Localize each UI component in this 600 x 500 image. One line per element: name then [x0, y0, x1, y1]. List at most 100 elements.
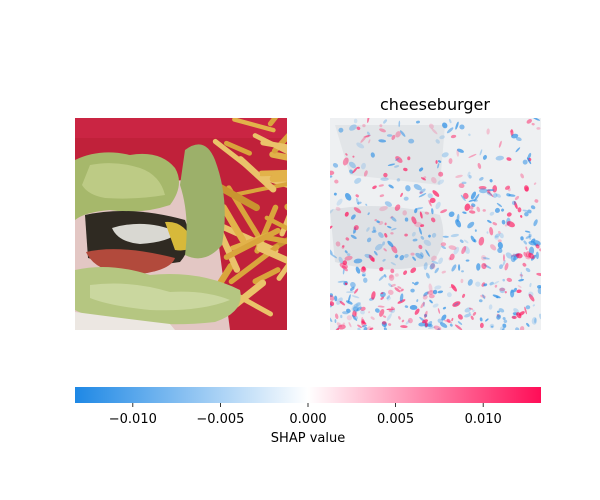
shap-pixel [486, 191, 493, 196]
shap-pixel [400, 288, 404, 292]
shap-pixel [525, 267, 531, 273]
shap-pixel [413, 281, 419, 286]
shap-pixel [384, 201, 393, 207]
shap-pixel [479, 317, 483, 322]
shap-pixel [403, 270, 408, 275]
shap-pixel [381, 321, 387, 325]
shap-pixel [428, 123, 434, 129]
shap-pixel [470, 315, 474, 320]
shap-pixel [537, 286, 541, 295]
shap-pixel [363, 134, 371, 138]
shap-pixel [498, 308, 505, 313]
shap-pixel [363, 277, 368, 283]
shap-pixel [448, 211, 455, 218]
shap-pixel [337, 280, 345, 283]
shap-pixel [449, 253, 455, 261]
shap-pixel [442, 122, 448, 129]
shap-pixel [429, 299, 433, 304]
shap-pixel [515, 147, 521, 153]
shap-pixel [510, 289, 515, 298]
shap-pixel [441, 245, 447, 250]
shap-pixel [380, 296, 384, 300]
shap-pixel [435, 201, 441, 210]
shap-pixel [499, 326, 504, 330]
shap-pixel [506, 277, 513, 282]
shap-pixel [352, 155, 355, 158]
shap-pixel [503, 319, 508, 324]
shap-pixel [506, 221, 515, 228]
shap-pixel [349, 124, 357, 131]
shap-pixel [415, 120, 420, 124]
shap-pixel [360, 319, 365, 327]
french-fry [261, 234, 287, 245]
shap-pixel [387, 163, 396, 166]
shap-pixel [362, 274, 366, 277]
shap-pixel [344, 255, 353, 261]
shap-pixel [407, 156, 411, 161]
shap-pixel [458, 183, 465, 189]
shap-pixel [450, 233, 459, 238]
shap-pixel [489, 211, 495, 216]
shap-pixel [433, 325, 442, 330]
shap-pixel [451, 317, 454, 322]
shap-pixel [341, 265, 348, 272]
shap-pixel [341, 245, 345, 249]
shap-pixel [437, 318, 443, 324]
shap-pixel [448, 257, 452, 261]
shap-pixel [439, 322, 448, 328]
shap-pixel [395, 131, 401, 138]
shap-pixel [345, 237, 350, 241]
shap-pixel [351, 295, 360, 299]
shap-pixel [394, 273, 399, 277]
shap-pixel [530, 205, 536, 210]
shap-pixel [354, 311, 358, 317]
shap-pixel [414, 208, 418, 214]
shap-pixel [420, 224, 425, 228]
shap-pixel [357, 306, 362, 312]
shap-pixel [353, 207, 362, 214]
shap-pixel [378, 232, 384, 238]
french-fry [256, 244, 287, 265]
shap-pixel [485, 318, 489, 322]
shap-pixel [335, 241, 341, 247]
shap-pixel [506, 193, 511, 197]
shap-pixel [346, 291, 355, 293]
shap-pixel [383, 119, 387, 124]
shap-pixel [493, 280, 500, 285]
shap-pixel [455, 121, 459, 130]
shap-pixel [409, 304, 418, 310]
lettuce-bottom-highlight [90, 283, 230, 311]
shap-pixel [471, 203, 476, 207]
shap-pixel [463, 192, 469, 199]
shap-pixel [473, 239, 477, 243]
shap-pixel [370, 316, 375, 320]
shap-pixel [533, 219, 538, 227]
shap-pixel [523, 240, 527, 245]
shap-pixel [412, 282, 415, 284]
shap-pixel [463, 239, 469, 244]
fries [202, 118, 287, 317]
shap-pixel [357, 324, 363, 329]
shap-pixel [420, 252, 424, 258]
shap-pixel [472, 199, 478, 202]
shap-pixel [468, 311, 471, 314]
shap-pixel [489, 226, 494, 236]
shap-pixel [388, 184, 394, 189]
shap-pixel [498, 230, 501, 234]
shap-pixel [427, 193, 433, 199]
shap-pixel [432, 190, 440, 197]
shap-pixel [536, 127, 541, 130]
photo-top-band [75, 118, 287, 138]
shap-pixel [438, 171, 444, 177]
shap-pixel [479, 177, 484, 181]
shap-pixel [505, 185, 511, 190]
shap-pixel [520, 173, 525, 179]
shap-pixel [372, 226, 376, 232]
shap-pixel [522, 159, 528, 165]
shap-pixel [505, 252, 513, 259]
shap-pixel [502, 278, 505, 282]
shap-pixel [431, 128, 438, 135]
shap-pixel [440, 242, 447, 247]
shap-pixel [382, 315, 387, 318]
shap-pixel [431, 255, 437, 262]
